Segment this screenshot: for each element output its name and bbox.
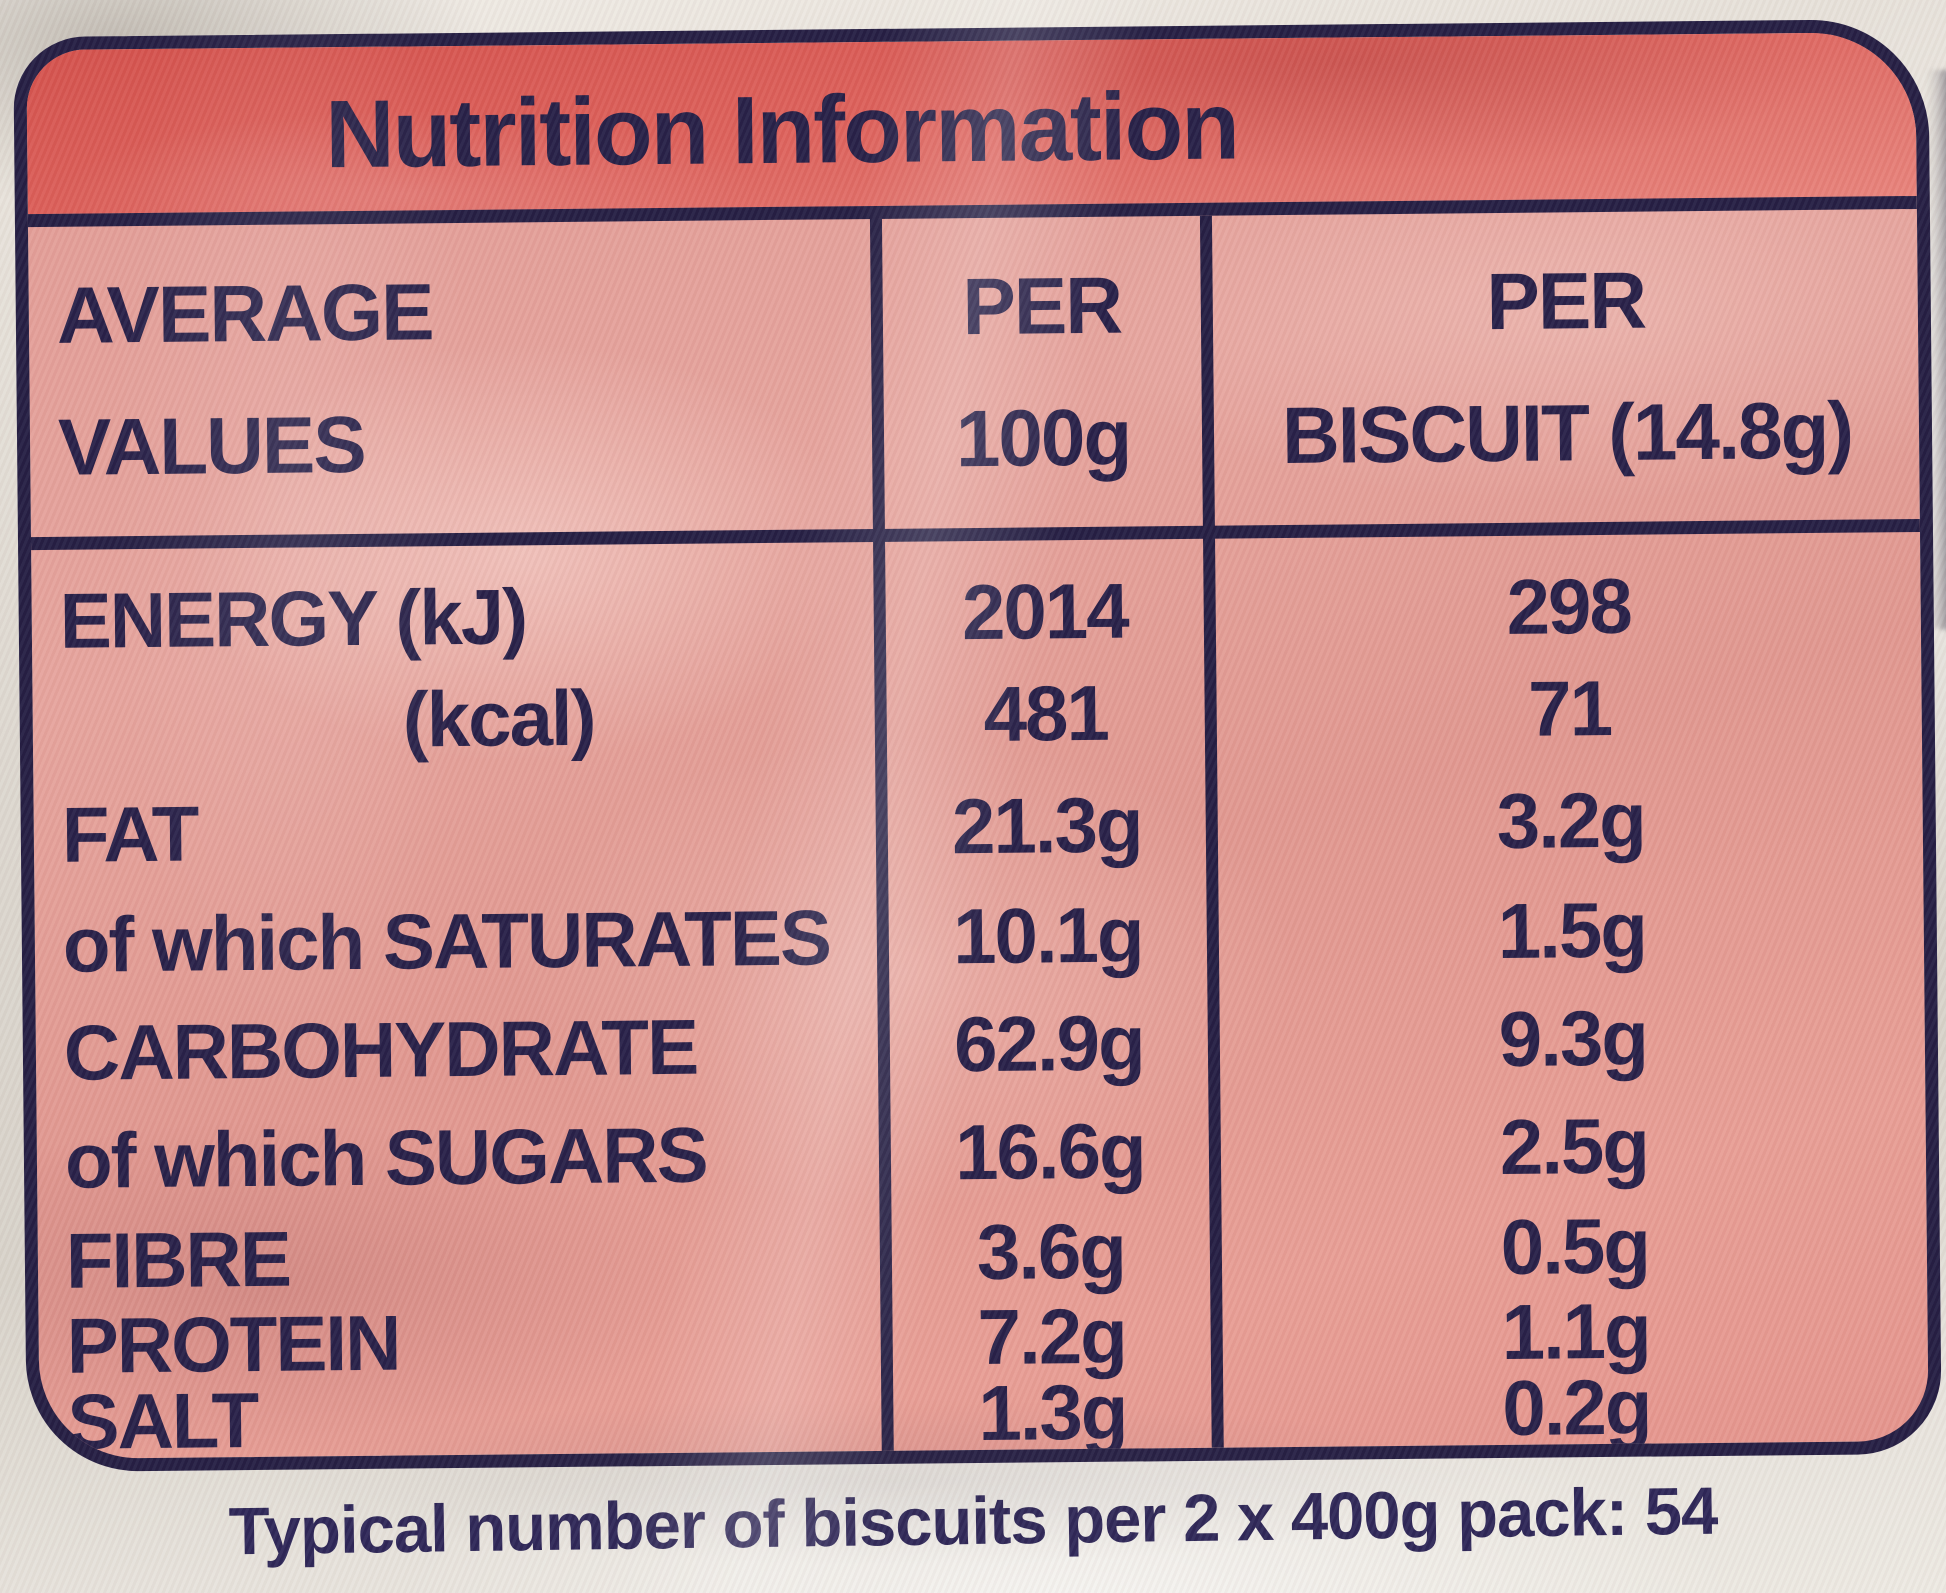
- per-100g-value: 21.3g: [951, 779, 1142, 870]
- nutrient-name: (kcal): [402, 673, 595, 764]
- per-biscuit-value: 9.3g: [1498, 993, 1648, 1083]
- nutrient-name-column: ENERGY (kJ) (kcal) FAT of which SATURATE…: [31, 567, 881, 1466]
- per-100g-value: 16.6g: [954, 1105, 1146, 1196]
- per-100g-column: 2014 481 21.3g 10.1g 62.9g 16.6g 3.6g 7.…: [885, 564, 1211, 1457]
- pack-quantity-note: Typical number of biscuits per 2 x 400g …: [228, 1473, 1718, 1570]
- package-edge-shadow: [1926, 70, 1946, 630]
- per-biscuit-value: 0.2g: [1501, 1362, 1651, 1452]
- nutrient-name: SALT: [67, 1375, 258, 1466]
- nutrient-name: FAT: [61, 788, 198, 879]
- per-100g-value: 3.6g: [976, 1206, 1126, 1296]
- nutrition-table-banner: Nutrition Information: [26, 31, 1917, 228]
- per-biscuit-value: 298: [1506, 561, 1632, 651]
- nutrition-table: Nutrition Information AVERAGE VALUES PER…: [13, 18, 1942, 1473]
- nutrient-name: PROTEIN: [66, 1298, 400, 1390]
- header-line: BISCUIT (14.8g): [1281, 385, 1853, 481]
- per-biscuit-value: 71: [1527, 663, 1612, 753]
- per-100g-value: 7.2g: [977, 1291, 1127, 1381]
- header-line: 100g: [955, 392, 1131, 484]
- nutrient-name: CARBOHYDRATE: [63, 1002, 698, 1097]
- per-biscuit-value: 2.5g: [1499, 1101, 1649, 1191]
- nutrient-name: ENERGY (kJ): [59, 571, 527, 665]
- header-line: AVERAGE: [56, 267, 433, 360]
- header-line: PER: [962, 260, 1122, 352]
- column-header-average-values: AVERAGE VALUES: [28, 219, 873, 537]
- table-title: Nutrition Information: [324, 72, 1239, 189]
- per-biscuit-value: 1.5g: [1497, 885, 1647, 975]
- per-biscuit-value: 1.1g: [1501, 1286, 1651, 1376]
- per-100g-value: 1.3g: [977, 1367, 1127, 1457]
- per-biscuit-value: 0.5g: [1500, 1201, 1650, 1291]
- nutrient-name: FIBRE: [65, 1214, 291, 1305]
- per-biscuit-column: 298 71 3.2g 1.5g 9.3g 2.5g 0.5g 1.1g 0.2…: [1216, 557, 1928, 1452]
- nutrient-name: of which SUGARS: [64, 1110, 708, 1205]
- header-line: VALUES: [57, 399, 366, 492]
- per-100g-value: 62.9g: [953, 997, 1145, 1088]
- per-biscuit-value: 3.2g: [1496, 775, 1646, 865]
- header-line: PER: [1486, 255, 1646, 347]
- per-100g-value: 2014: [961, 566, 1128, 656]
- per-100g-value: 10.1g: [952, 889, 1143, 980]
- nutrient-name: of which SATURATES: [62, 892, 831, 989]
- column-header-per-biscuit: PER BISCUIT (14.8g): [1213, 209, 1920, 526]
- per-100g-value: 481: [983, 668, 1109, 758]
- column-header-per-100g: PER 100g: [882, 216, 1203, 529]
